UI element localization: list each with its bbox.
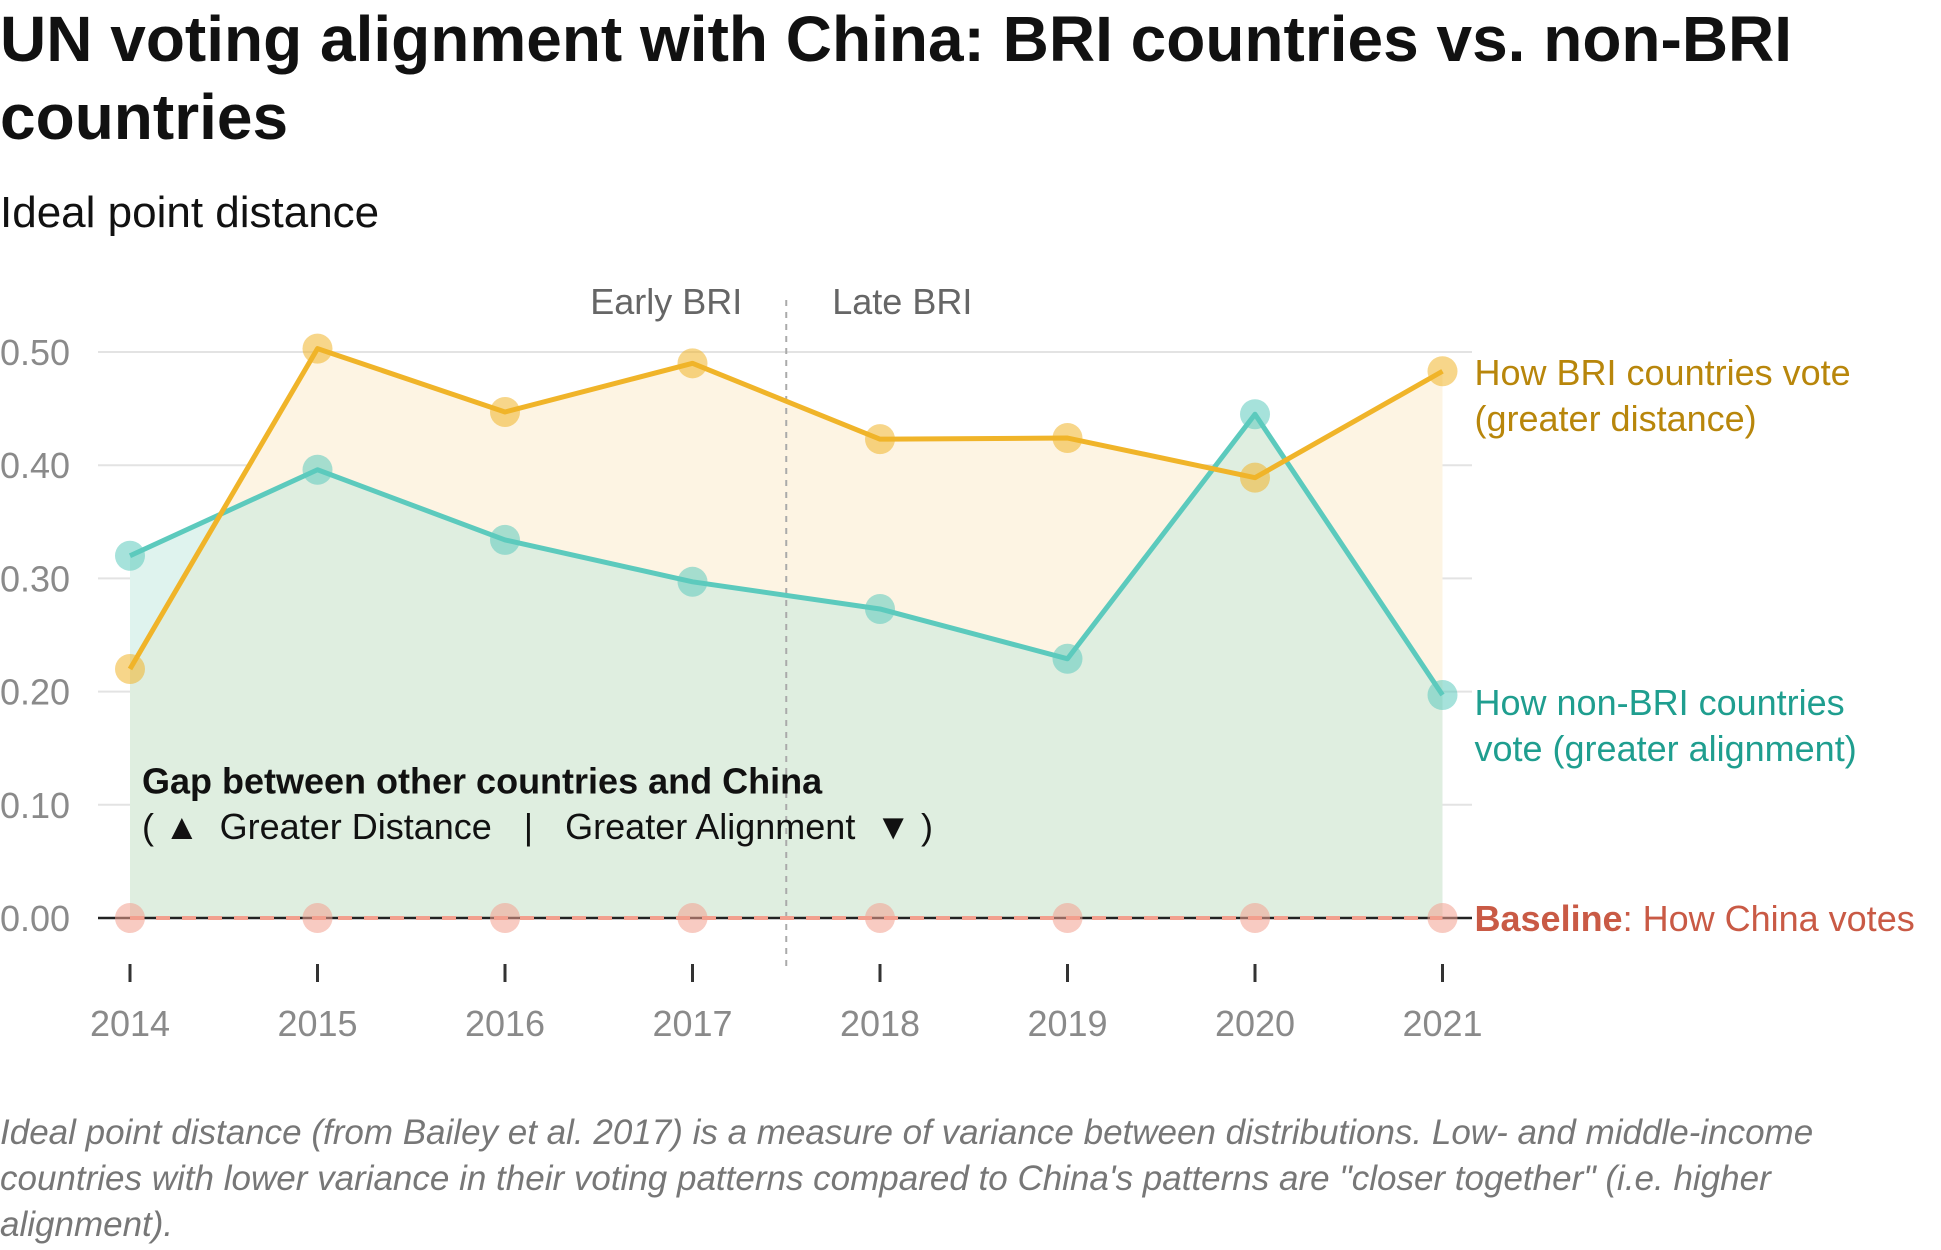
non-bri-point [677,566,708,597]
gap-close-paren: ) [921,806,933,847]
x-tick-label: 2016 [465,1003,545,1044]
x-tick-label: 2021 [1402,1003,1482,1044]
y-axis: 0.50 0.40 0.30 0.20 0.10 0.00 [0,332,70,939]
baseline-series-label: Baseline: How China votes [1475,898,1915,939]
non-bri-point [865,593,895,624]
baseline-point [115,903,145,933]
x-tick-label: 2015 [277,1003,357,1044]
late-bri-label: Late BRI [832,281,972,322]
gap-subtitle: ( ▲ Greater Distance | Greater Alignment… [142,806,933,847]
y-tick-label: 0.50 [0,332,70,373]
baseline-label-bold: Baseline [1475,898,1623,939]
x-tick-label: 2017 [652,1003,732,1044]
chart-title: UN voting alignment with China: BRI coun… [0,3,1793,153]
bri-point [302,333,333,364]
y-tick-label: 0.40 [0,445,70,486]
early-bri-label: Early BRI [590,281,742,322]
non-bri-label-line1: How non-BRI countries [1475,682,1845,723]
non-bri-point [115,540,145,571]
bri-label-line1: How BRI countries vote [1475,352,1851,393]
baseline-point [1240,903,1270,933]
bri-point [1427,356,1458,387]
bri-series-label: How BRI countries vote (greater distance… [1475,352,1861,439]
gap-distance-text: Greater Distance [220,806,492,847]
baseline-label-rest: : How China votes [1623,898,1915,939]
footnote: Ideal point distance (from Bailey et al.… [0,1113,1814,1244]
bri-point [490,396,520,427]
bri-point [865,424,895,455]
x-axis: 2014 2015 2016 2017 2018 2019 2020 2021 [90,964,1483,1044]
baseline-point [302,903,333,933]
y-tick-label: 0.20 [0,672,70,713]
x-tick-label: 2018 [840,1003,920,1044]
non-bri-point [490,524,520,555]
bri-line [127,346,1444,671]
baseline-point [1052,903,1083,933]
baseline-point [865,903,895,933]
baseline-point [677,903,708,933]
bri-point [1240,462,1270,493]
y-tick-label: 0.00 [0,898,70,939]
non-bri-point [1240,399,1270,430]
chart-subtitle: Ideal point distance [0,188,380,237]
y-tick-label: 0.10 [0,785,70,826]
y-tick-label: 0.30 [0,558,70,599]
area-fills [130,348,1443,918]
x-tick-label: 2019 [1027,1003,1107,1044]
bri-point [115,653,145,684]
bri-point [677,348,708,379]
chart-svg: Early BRI Late BRI 0.500.400.300.200.100… [0,281,1915,1044]
gap-annotation: Gap between other countries and China ( … [142,760,933,846]
bri-label-line2: (greater distance) [1475,398,1757,439]
gap-alignment-text: Greater Alignment [565,806,855,847]
non-bri-point [1052,643,1083,674]
non-bri-label-line2: vote (greater alignment) [1475,728,1857,769]
x-tick-label: 2020 [1215,1003,1295,1044]
baseline-point [490,903,520,933]
up-triangle-icon: ▲ [164,806,200,847]
bri-point [1052,423,1083,454]
non-bri-area [130,414,1443,918]
down-triangle-icon: ▼ [875,806,911,847]
series-lines [127,346,1445,920]
x-tick-label: 2014 [90,1003,170,1044]
non-bri-point [302,454,333,485]
gap-open-paren: ( [142,806,154,847]
gap-title: Gap between other countries and China [142,760,823,801]
gap-separator: | [524,806,533,847]
non-bri-point [1427,679,1458,710]
non-bri-series-label: How non-BRI countries vote (greater alig… [1475,682,1857,769]
baseline-point [1427,903,1458,933]
non-bri-line [128,411,1445,697]
series-points [115,333,1458,933]
series-labels: How BRI countries vote (greater distance… [1475,352,1915,939]
